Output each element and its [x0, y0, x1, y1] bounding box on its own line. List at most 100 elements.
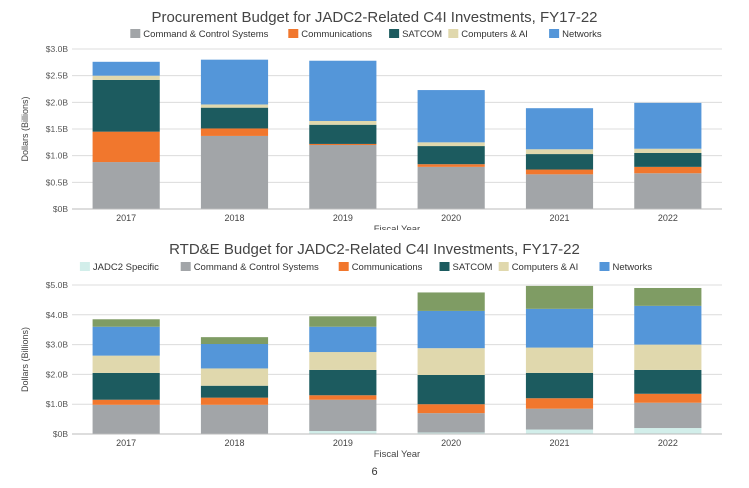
bar-2018-satcom	[200, 107, 269, 129]
legend-item-command-and-control-systems: Command & Control Systems	[130, 29, 269, 40]
bar-2019-command-and-control-systems	[309, 145, 377, 209]
x-axis-label: Fiscal Year	[374, 224, 420, 230]
legend-label: Command & Control Systems	[143, 29, 268, 40]
bar-2020-satcom	[417, 374, 485, 405]
page-number: 6	[371, 466, 378, 478]
x-tick-label: 2021	[549, 438, 569, 448]
bar-2017-command-and-control-systems	[92, 162, 160, 209]
y-tick-label: $1.0B	[46, 151, 69, 161]
legend-label: Computers & AI	[461, 29, 528, 40]
bar-2019-satcom	[309, 369, 377, 396]
bar-2017-unlabeled	[92, 319, 160, 327]
bar-2018-communications	[200, 397, 269, 405]
bar-2022-command-and-control-systems	[634, 402, 702, 429]
rdte-chart: RTD&E Budget for JADC2-Related C4I Inves…	[20, 241, 722, 460]
bar-2020-jadc2-specific	[417, 432, 485, 434]
y-tick-label: $3.0B	[46, 340, 69, 350]
bar-2021-networks	[525, 308, 594, 348]
legend-swatch	[389, 29, 400, 38]
bar-2020-networks	[417, 90, 485, 143]
bar-2019-communications	[309, 143, 377, 145]
bar-2021-unlabeled	[525, 285, 594, 309]
bar-2017-networks	[92, 326, 160, 356]
bar-2020-command-and-control-systems	[417, 413, 485, 433]
x-tick-label: 2022	[658, 213, 678, 223]
bar-2022-networks	[634, 305, 702, 345]
legend-item-computers-and-ai: Computers & AI	[498, 262, 578, 273]
procurement-chart: Procurement Budget for JADC2-Related C4I…	[20, 9, 722, 230]
y-tick-label: $4.0B	[46, 310, 69, 320]
legend-label: Networks	[562, 29, 602, 40]
x-tick-label: 2019	[333, 438, 353, 448]
legend-label: Communications	[352, 262, 423, 273]
bar-2019-satcom	[309, 124, 377, 144]
bar-2021-jadc2-specific	[525, 429, 594, 434]
chart-title: Procurement Budget for JADC2-Related C4I…	[151, 9, 597, 26]
legend-swatch	[130, 29, 141, 38]
y-tick-label: $0.5B	[46, 177, 69, 187]
y-tick-label: $2.5B	[46, 71, 69, 81]
bar-2022-communications	[634, 166, 702, 174]
bar-2018-communications	[200, 128, 269, 136]
y-tick-label: $1.0B	[46, 399, 69, 409]
y-axis-label: Dollars (Billions)	[20, 327, 30, 392]
y-tick-label: $2.0B	[46, 97, 69, 107]
y-tick-label: $3.0B	[46, 44, 69, 54]
bar-2021-networks	[525, 108, 594, 150]
bar-2017-computers-and-ai	[92, 355, 160, 373]
bar-2022-satcom	[634, 369, 702, 394]
bar-2017-command-and-control-systems	[92, 404, 160, 434]
legend-item-satcom: SATCOM	[389, 29, 442, 40]
bar-2019-computers-and-ai	[309, 121, 377, 125]
x-axis-label: Fiscal Year	[374, 449, 420, 460]
bar-2019-computers-and-ai	[309, 352, 377, 370]
bar-2019-command-and-control-systems	[309, 399, 377, 432]
x-tick-label: 2017	[116, 438, 136, 448]
legend-swatch	[549, 29, 560, 38]
legend-item-networks: Networks	[599, 262, 653, 273]
y-tick-label: $2.0B	[46, 369, 69, 379]
x-tick-label: 2019	[333, 213, 353, 223]
bar-2020-communications	[417, 404, 485, 414]
legend-item-satcom: SATCOM	[439, 262, 493, 273]
legend-swatch	[180, 262, 191, 271]
legend-swatch	[448, 29, 459, 38]
bar-2020-computers-and-ai	[417, 348, 485, 375]
bar-2017-communications	[92, 131, 160, 163]
bar-2022-networks	[634, 102, 702, 149]
x-tick-label: 2021	[549, 213, 569, 223]
bar-2018-networks	[200, 59, 269, 105]
bar-2020-networks	[417, 310, 485, 349]
bar-2020-communications	[417, 164, 485, 167]
bar-2022-computers-and-ai	[634, 148, 702, 153]
legend-item-communications: Communications	[288, 29, 372, 40]
bar-2022-unlabeled	[634, 287, 702, 306]
bar-2022-communications	[634, 393, 702, 403]
legend-swatch	[498, 262, 509, 271]
bar-2018-computers-and-ai	[200, 104, 269, 108]
bar-2021-command-and-control-systems	[525, 174, 594, 209]
bar-2022-satcom	[634, 153, 702, 167]
y-axis-label: Dollars (Billions)	[20, 96, 30, 161]
bar-2018-command-and-control-systems	[200, 404, 269, 434]
y-tick-label: $5.0B	[46, 280, 69, 290]
y-tick-label: $0B	[53, 204, 68, 214]
bar-2021-satcom	[525, 154, 594, 170]
bar-2018-computers-and-ai	[200, 368, 269, 386]
legend-label: Networks	[613, 262, 653, 273]
bar-2021-computers-and-ai	[525, 347, 594, 373]
legend-swatch	[288, 29, 299, 38]
bar-2021-satcom	[525, 372, 594, 399]
bar-2019-jadc2-specific	[309, 431, 377, 434]
legend-item-command-and-control-systems: Command & Control Systems	[180, 262, 319, 273]
bar-2018-command-and-control-systems	[200, 135, 269, 209]
legend-label: Command & Control Systems	[194, 262, 319, 273]
bar-2017-satcom	[92, 372, 160, 400]
bar-2019-communications	[309, 395, 377, 400]
legend-item-jadc2-specific: JADC2 Specific	[79, 262, 159, 273]
bar-2017-networks	[92, 61, 160, 76]
bar-2022-computers-and-ai	[634, 344, 702, 370]
legend-item-networks: Networks	[549, 29, 602, 40]
bar-2018-networks	[200, 344, 269, 369]
